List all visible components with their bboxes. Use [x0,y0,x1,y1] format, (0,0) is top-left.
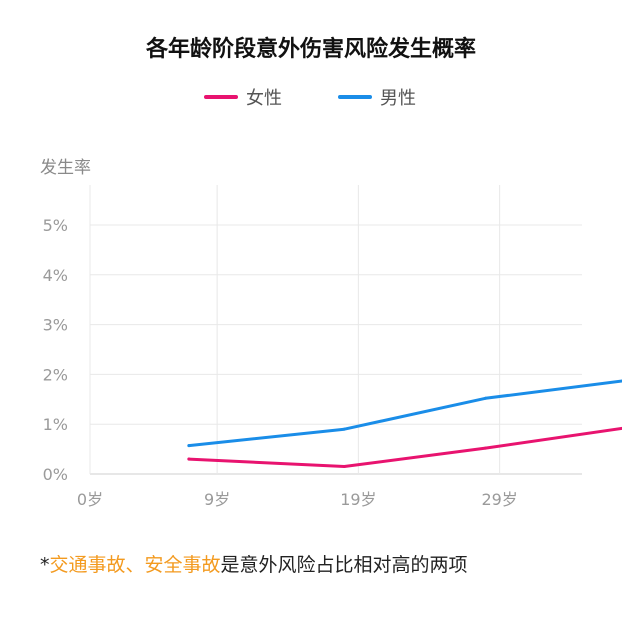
series-0-point-0 [187,457,191,461]
y-axis-label: 发生率 [40,158,91,178]
series-line-1 [187,379,622,448]
x-tick-label-1: 9岁 [204,490,230,509]
legend-label-1: 男性 [380,88,416,109]
series-1-point-0 [187,444,191,448]
footnote-text: 是意外风险占比相对高的两项 [220,554,468,576]
series-1-point-2 [484,396,487,400]
footnote: *交通事故、安全事故是意外风险占比相对高的两项 [40,550,468,577]
y-tick-label-5: 5% [43,216,68,235]
series-0-point-2 [484,446,487,450]
series-line-0 [187,426,622,468]
y-tick-label-2: 2% [43,365,68,384]
footnote-prefix: * [40,554,50,576]
y-tick-label-0: 0% [43,465,68,484]
footnote-highlight: 交通事故、安全事故 [49,554,221,576]
y-tick-label-3: 3% [43,316,68,335]
x-tick-label-2: 19岁 [340,490,376,509]
y-tick-label-4: 4% [43,266,68,285]
x-tick-label-3: 29岁 [481,490,517,509]
legend-label-0: 女性 [246,88,282,109]
x-tick-label-0: 0岁 [77,490,103,509]
chart-title: 各年龄阶段意外伤害风险发生概率 [145,36,476,62]
y-tick-label-1: 1% [43,415,68,434]
series-0-point-1 [342,465,346,469]
series-1-point-1 [342,427,346,431]
